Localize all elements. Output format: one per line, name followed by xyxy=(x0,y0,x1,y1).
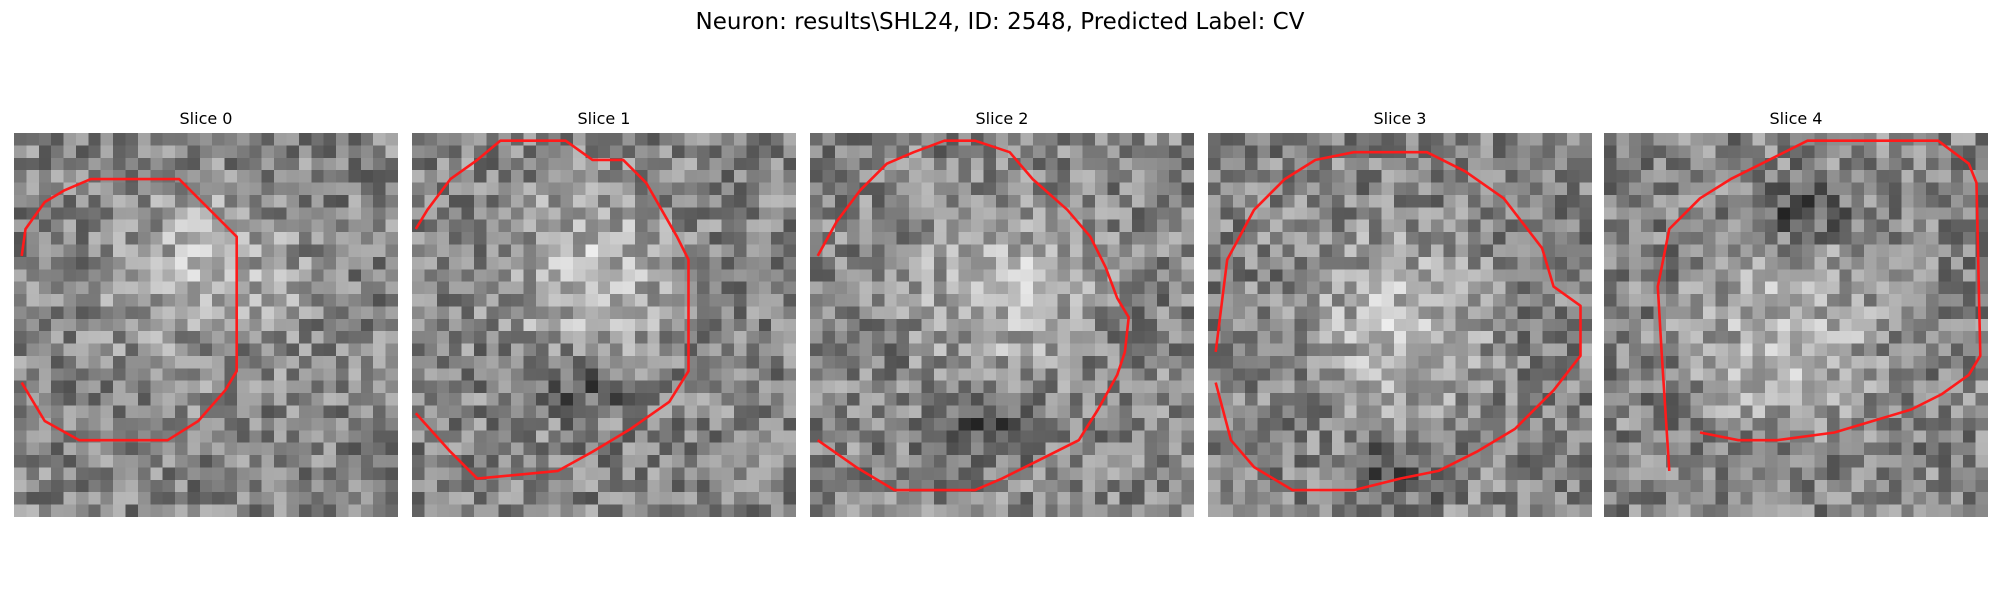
pixel-grid xyxy=(810,133,1194,517)
slice-title: Slice 3 xyxy=(1373,109,1427,128)
slice-title: Slice 1 xyxy=(577,109,631,128)
slice-panel-3: Slice 3 xyxy=(1208,108,1592,517)
segmentation-contour xyxy=(1214,150,1582,492)
pixel-grid xyxy=(1604,133,1988,517)
slice-title: Slice 0 xyxy=(179,109,233,128)
segmentation-contour xyxy=(1656,139,1982,471)
slice-title: Slice 2 xyxy=(975,109,1029,128)
slice-panel-4: Slice 4 xyxy=(1604,108,1988,517)
pixel-grid xyxy=(1208,133,1592,517)
slice-image xyxy=(14,133,398,517)
slice-panel-0: Slice 0 xyxy=(14,108,398,517)
slice-image xyxy=(1604,133,1988,517)
pixel-grid xyxy=(14,133,398,517)
slice-image xyxy=(810,133,1194,517)
slice-panel-2: Slice 2 xyxy=(810,108,1194,517)
segmentation-contour xyxy=(20,177,238,442)
pixel-grid xyxy=(412,133,796,517)
slice-image xyxy=(1208,133,1592,517)
segmentation-contour xyxy=(414,139,690,480)
slice-panel-1: Slice 1 xyxy=(412,108,796,517)
segmentation-contour xyxy=(816,139,1131,492)
slice-image xyxy=(412,133,796,517)
figure-title: Neuron: results\SHL24, ID: 2548, Predict… xyxy=(695,9,1305,35)
slice-title: Slice 4 xyxy=(1769,109,1823,128)
